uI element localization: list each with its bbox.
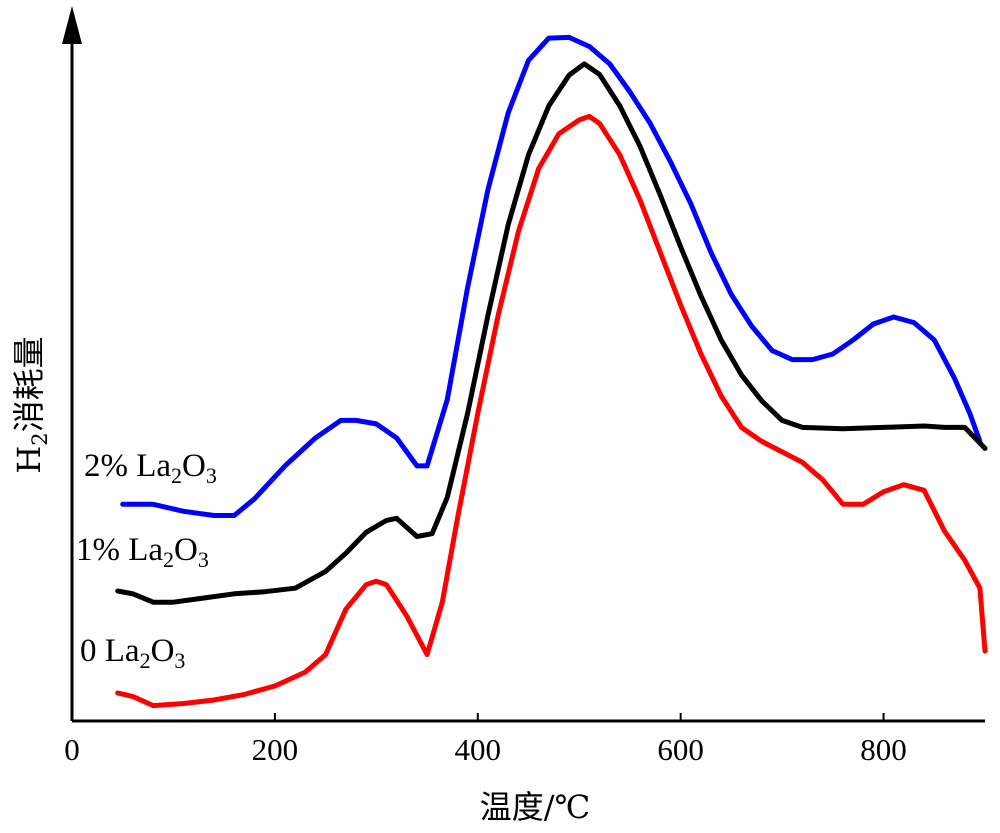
- series-label-0pct: 0 La2O3: [80, 633, 185, 673]
- x-axis: 0 200 400 600 800 温度/℃: [64, 713, 985, 826]
- y-axis-arrow-icon: [62, 6, 82, 44]
- x-tick-label: 400: [455, 732, 502, 767]
- series-line-2: [115, 113, 988, 709]
- y-axis-title: H2消耗量: [10, 336, 52, 473]
- series-line-1: [115, 61, 988, 605]
- series-layer: [115, 34, 988, 709]
- x-tick-label: 0: [64, 732, 80, 767]
- y-axis: H2消耗量: [10, 6, 82, 721]
- x-tick-label: 600: [657, 732, 704, 767]
- series-line-0: [120, 34, 983, 518]
- series-labels: 2% La2O3 1% La2O3 0 La2O3: [76, 448, 217, 673]
- series-label-2pct: 2% La2O3: [84, 448, 217, 488]
- x-axis-title: 温度/℃: [480, 788, 591, 826]
- x-tick-label: 200: [252, 732, 299, 767]
- series-label-1pct: 1% La2O3: [76, 532, 209, 572]
- x-tick-label: 800: [860, 732, 907, 767]
- x-ticks: 0 200 400 600 800: [64, 713, 907, 767]
